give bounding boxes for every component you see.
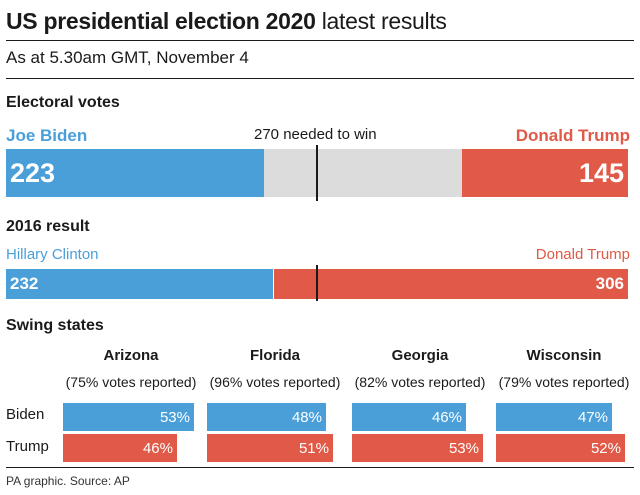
swing-biden-bar: 46%	[352, 403, 466, 431]
result2016-threshold-marker	[316, 265, 318, 301]
source-rule	[6, 467, 634, 468]
swing-biden-value: 47%	[577, 408, 608, 426]
swing-state-reported: (96% votes reported)	[209, 374, 341, 390]
electoral-biden-bar: 223	[6, 149, 264, 197]
threshold-marker	[316, 145, 318, 201]
result2016-trump-bar: 306	[274, 269, 628, 299]
result2016-trump-value: 306	[595, 274, 624, 293]
swing-trump-value: 53%	[448, 439, 479, 457]
electoral-trump-name: Donald Trump	[515, 126, 630, 145]
electoral-trump-bar: 145	[462, 149, 628, 197]
swing-trump-bar: 46%	[63, 434, 177, 462]
result2016-bar: 232 306	[6, 265, 628, 301]
electoral-biden-value: 223	[10, 157, 56, 188]
swing-state-name: Wisconsin	[526, 347, 602, 364]
swing-trump-value: 52%	[590, 439, 621, 457]
swing-row-trump-label: Trump	[6, 438, 49, 455]
swing-state-name: Arizona	[103, 347, 159, 364]
electoral-biden-name: Joe Biden	[6, 126, 88, 145]
electoral-trump-value: 145	[578, 157, 624, 188]
chart-title-sub: latest results	[321, 8, 447, 34]
swing-row-biden-label: Biden	[6, 406, 45, 423]
subtitle: As at 5.30am GMT, November 4	[6, 48, 249, 67]
swing-state-reported: (82% votes reported)	[354, 374, 486, 390]
chart-title: US presidential election 2020 latest res…	[6, 8, 447, 35]
swing-trump-bar: 52%	[496, 434, 625, 462]
swing-biden-bar: 47%	[496, 403, 612, 431]
electoral-bar: 223 145	[6, 145, 628, 201]
swing-trump-value: 46%	[142, 439, 173, 457]
result2016-section-label: 2016 result	[6, 218, 90, 235]
electoral-section-label: Electoral votes	[6, 94, 120, 111]
swing-section-label: Swing states	[6, 317, 104, 334]
swing-trump-bar: 51%	[207, 434, 333, 462]
swing-biden-value: 48%	[291, 408, 322, 426]
swing-biden-value: 46%	[431, 408, 462, 426]
source-note: PA graphic. Source: AP	[6, 474, 130, 488]
swing-trump-bar: 53%	[352, 434, 483, 462]
result2016-trump-name: Donald Trump	[535, 246, 630, 263]
swing-biden-bar: 53%	[63, 403, 194, 431]
threshold-label: 270 needed to win	[254, 126, 377, 143]
swing-trump-value: 51%	[298, 439, 329, 457]
swing-state-name: Georgia	[391, 347, 449, 364]
swing-biden-value: 53%	[159, 408, 190, 426]
chart-title-main: US presidential election 2020	[6, 8, 316, 34]
result2016-clinton-name: Hillary Clinton	[6, 246, 99, 263]
swing-state-reported: (75% votes reported)	[65, 374, 197, 390]
subtitle-rule	[6, 78, 634, 79]
swing-state-reported: (79% votes reported)	[498, 374, 630, 390]
swing-biden-bar: 48%	[207, 403, 326, 431]
title-rule	[6, 40, 634, 41]
swing-state-name: Florida	[249, 347, 300, 364]
result2016-clinton-value: 232	[10, 274, 39, 293]
result2016-clinton-bar: 232	[6, 269, 273, 299]
